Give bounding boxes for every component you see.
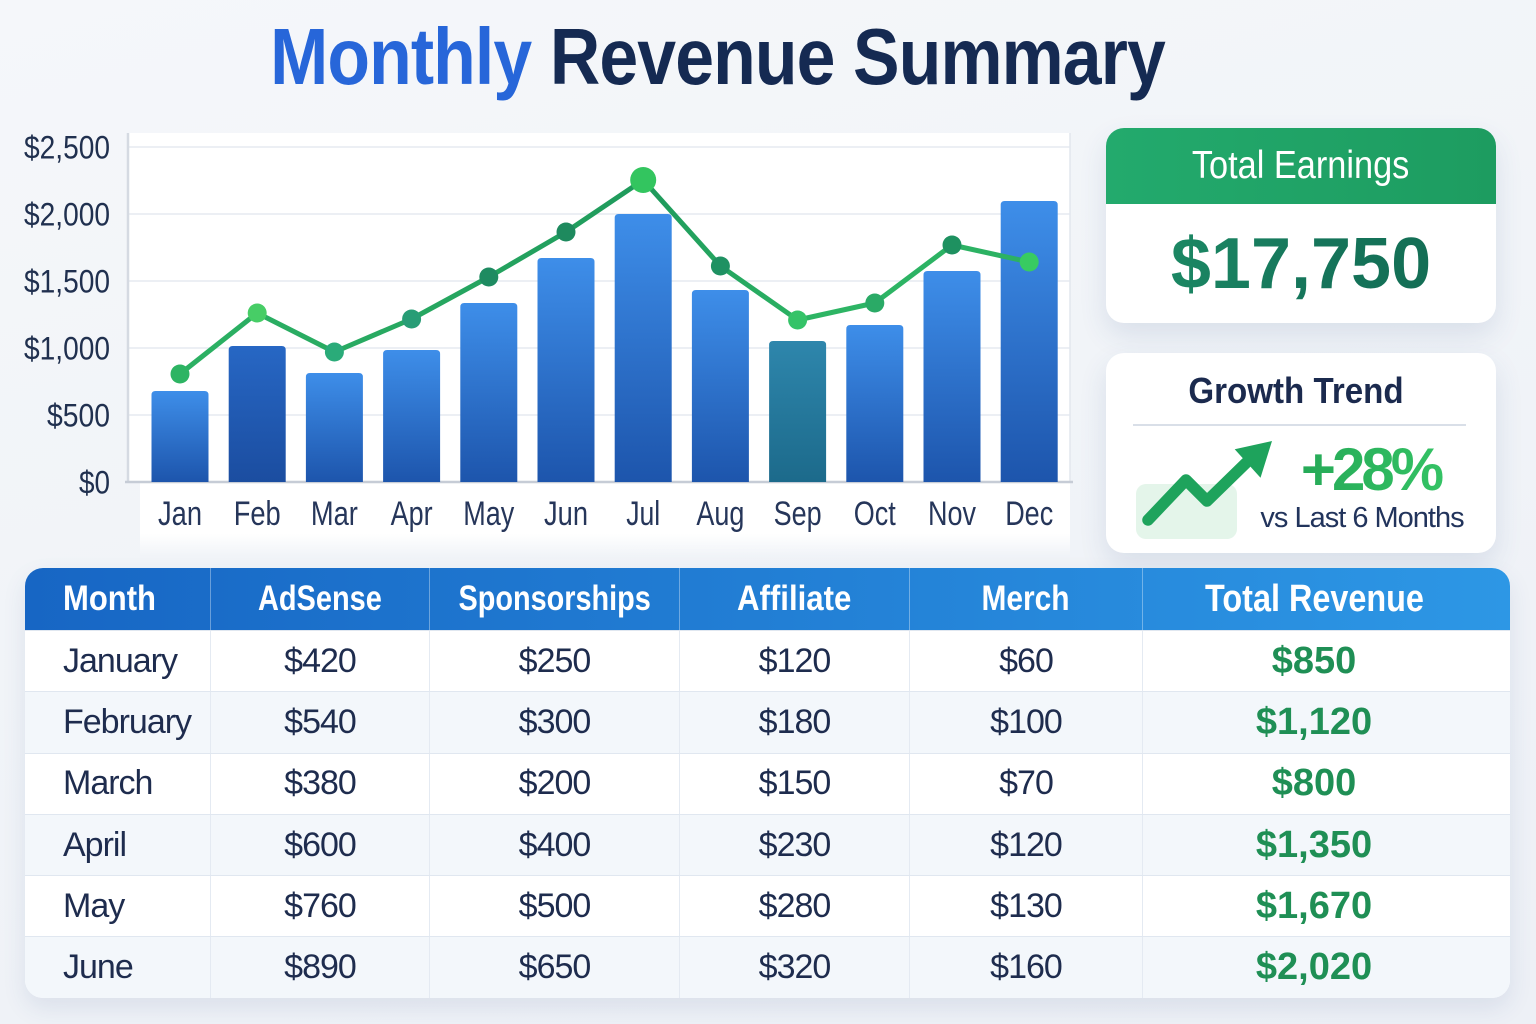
svg-text:Dec: Dec <box>1005 495 1053 533</box>
svg-text:Oct: Oct <box>854 495 896 533</box>
svg-text:Jul: Jul <box>626 495 660 533</box>
svg-text:Aug: Aug <box>696 495 744 533</box>
svg-text:$2,000: $2,000 <box>24 196 110 232</box>
svg-text:May: May <box>463 495 514 533</box>
svg-text:$1,000: $1,000 <box>24 330 110 366</box>
svg-text:Jun: Jun <box>544 495 588 533</box>
svg-text:$2,500: $2,500 <box>24 129 110 165</box>
svg-text:$0: $0 <box>79 464 110 500</box>
svg-text:Feb: Feb <box>234 495 281 533</box>
svg-text:Apr: Apr <box>391 495 433 533</box>
svg-text:Sep: Sep <box>774 495 822 533</box>
svg-text:Nov: Nov <box>928 495 976 533</box>
svg-text:$500: $500 <box>47 397 110 433</box>
svg-text:Jan: Jan <box>158 495 202 533</box>
svg-text:Mar: Mar <box>311 495 358 533</box>
svg-text:$1,500: $1,500 <box>24 263 110 299</box>
